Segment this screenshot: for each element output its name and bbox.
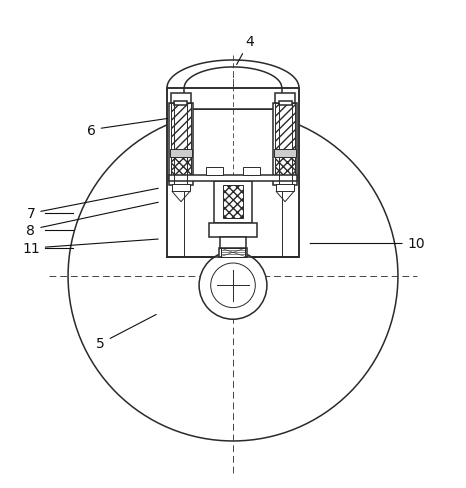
Bar: [275, 103, 295, 151]
Bar: [170, 149, 192, 158]
Text: 11: 11: [22, 240, 158, 256]
Bar: [171, 93, 191, 103]
Bar: [243, 168, 260, 175]
Text: 4: 4: [237, 35, 254, 65]
Bar: [276, 184, 294, 192]
Bar: [219, 249, 247, 258]
Bar: [169, 103, 192, 186]
Bar: [274, 103, 297, 186]
Bar: [275, 151, 295, 179]
Text: 6: 6: [87, 119, 167, 138]
Circle shape: [199, 252, 267, 320]
Bar: [221, 249, 245, 257]
Bar: [274, 149, 296, 158]
Bar: [214, 182, 252, 223]
Bar: [174, 102, 187, 106]
Bar: [221, 249, 245, 257]
Bar: [209, 223, 257, 237]
Bar: [171, 103, 191, 151]
Bar: [275, 93, 295, 103]
Bar: [279, 102, 292, 106]
Bar: [219, 237, 247, 249]
Bar: [206, 168, 223, 175]
Bar: [169, 175, 297, 182]
Text: 8: 8: [27, 203, 158, 237]
Bar: [172, 184, 190, 192]
Bar: [223, 185, 243, 219]
Text: 5: 5: [96, 315, 156, 351]
Text: 10: 10: [310, 237, 425, 251]
Text: 7: 7: [27, 189, 158, 221]
Bar: [167, 89, 299, 258]
Bar: [171, 151, 191, 179]
